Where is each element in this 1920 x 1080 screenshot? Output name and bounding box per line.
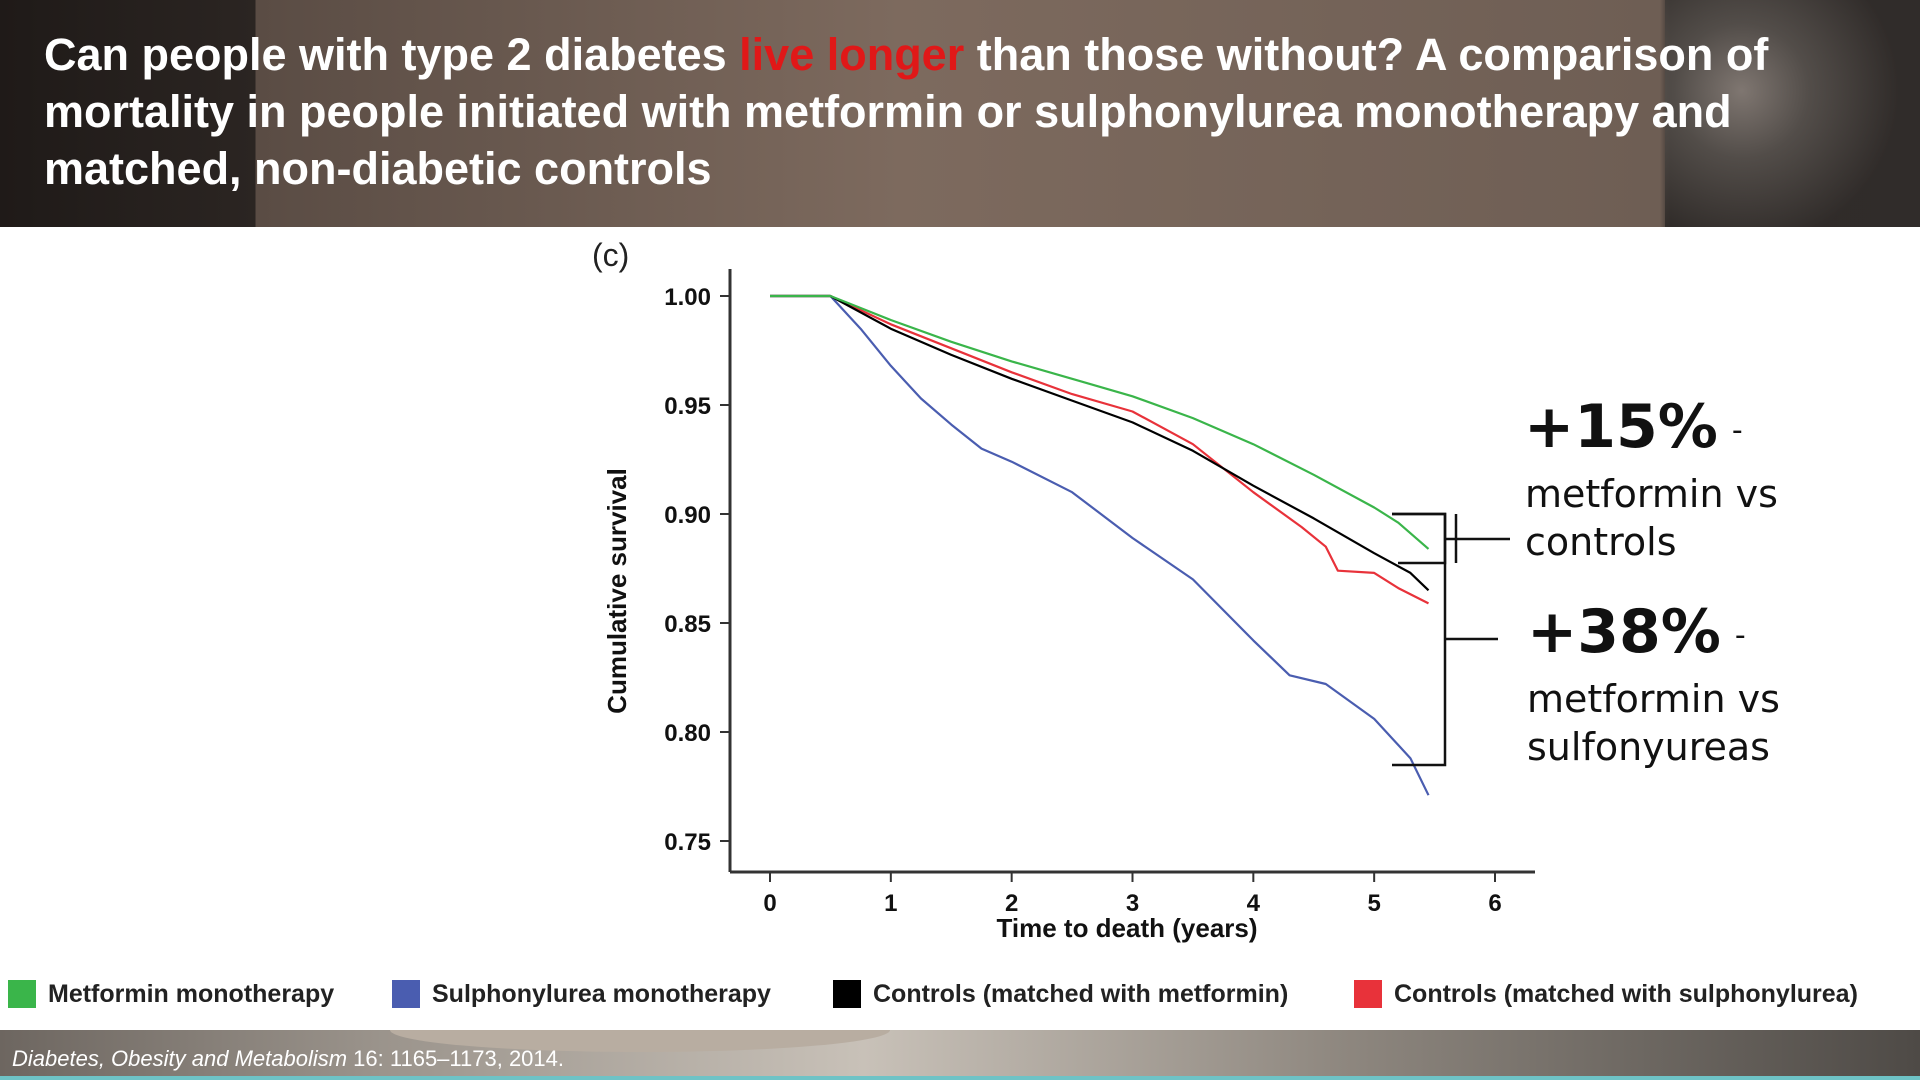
survival-chart: 0.75 0.80 0.85 0.90 0.95 1.00 0 1 2 3 4 5 6 (c) Time… xyxy=(592,237,1535,943)
y-axis-label: Cumulative survival xyxy=(602,468,632,714)
bracket-metformin-vs-sulfonylureas xyxy=(1392,512,1498,767)
slide-title: Can people with type 2 diabetes live lon… xyxy=(44,26,1844,197)
annotation-38-line2: sulfonyureas xyxy=(1527,725,1770,769)
y-tick-label: 0.75 xyxy=(664,829,711,856)
legend-swatch-metformin xyxy=(8,980,36,1008)
legend-swatch-sulphonylurea xyxy=(392,980,420,1008)
citation-journal: Diabetes, Obesity and Metabolism xyxy=(12,1046,348,1071)
annotation-38-value: +38% xyxy=(1527,597,1721,667)
legend-item-controls-metformin: Controls (matched with metformin) xyxy=(833,977,1288,1011)
citation-ref: 16: 1165–1173, 2014. xyxy=(347,1046,565,1071)
x-tick-label: 1 xyxy=(884,890,897,917)
legend-item-controls-sulphonylurea: Controls (matched with sulphonylurea) xyxy=(1354,977,1858,1011)
title-part1: Can people with type 2 diabetes xyxy=(44,29,740,80)
annotation-38-percent: +38% - xyxy=(1527,597,1746,667)
title-banner: Can people with type 2 diabetes live lon… xyxy=(0,0,1920,227)
annotation-15-line2: controls xyxy=(1525,520,1677,564)
series-line-metformin-monotherapy xyxy=(770,294,1430,550)
y-tick-label: 0.85 xyxy=(664,611,711,638)
footer-strip xyxy=(0,1030,1920,1080)
legend-label-controls-sulphonylurea: Controls (matched with sulphonylurea) xyxy=(1394,979,1858,1008)
legend-label-metformin: Metformin monotherapy xyxy=(48,979,335,1008)
annotation-38-dash: - xyxy=(1734,617,1746,653)
legend-swatch-controls-sulphonylurea xyxy=(1354,980,1382,1008)
annotation-38-line1: metformin vs xyxy=(1527,677,1780,721)
series-line-sulphonylurea-monotherapy xyxy=(770,294,1430,796)
panel-label: (c) xyxy=(592,237,629,273)
y-tick-label: 1.00 xyxy=(664,284,711,311)
legend-item-metformin: Metformin monotherapy xyxy=(8,977,334,1011)
annotation-15-line1: metformin vs xyxy=(1525,472,1778,516)
y-tick-label: 0.95 xyxy=(664,393,711,420)
title-part2: than those without? A comparison of mort… xyxy=(44,29,1769,194)
y-tick-label: 0.80 xyxy=(664,720,711,747)
citation: Diabetes, Obesity and Metabolism 16: 116… xyxy=(12,1046,564,1072)
legend-label-controls-metformin: Controls (matched with metformin) xyxy=(873,979,1289,1008)
plot-area: 0.75 0.80 0.85 0.90 0.95 1.00 0 1 2 3 4 5 6 xyxy=(664,269,1535,917)
x-tick-label: 4 xyxy=(1247,890,1261,917)
x-tick-label: 6 xyxy=(1488,890,1501,917)
series-line-controls-matched-with-sulphonylurea xyxy=(770,294,1429,605)
legend-swatch-controls-metformin xyxy=(833,980,861,1008)
annotation-15-percent: +15% - xyxy=(1524,392,1743,462)
series-line-controls-matched-with-metformin xyxy=(770,294,1430,592)
x-tick-label: 3 xyxy=(1126,890,1139,917)
x-tick-label: 5 xyxy=(1367,890,1380,917)
y-tick-label: 0.90 xyxy=(664,502,711,529)
banner-texture xyxy=(1665,0,1920,227)
bracket-metformin-vs-controls xyxy=(1392,512,1510,565)
annotation-15-text: metformin vs controls xyxy=(1525,470,1778,566)
title-highlight: live longer xyxy=(739,29,965,80)
x-tick-label: 2 xyxy=(1005,890,1018,917)
annotation-38-text: metformin vs sulfonyureas xyxy=(1527,675,1780,771)
annotation-15-dash: - xyxy=(1731,412,1743,448)
annotation-15-value: +15% xyxy=(1524,392,1718,462)
legend-item-sulphonylurea: Sulphonylurea monotherapy xyxy=(392,977,771,1011)
x-axis-label: Time to death (years) xyxy=(996,913,1257,943)
footer-decoration xyxy=(390,1030,890,1052)
legend-label-sulphonylurea: Sulphonylurea monotherapy xyxy=(432,979,771,1008)
footer-accent-line xyxy=(0,1076,1920,1080)
chart-legend: Metformin monotherapy Sulphonylurea mono… xyxy=(0,977,1920,1011)
x-tick-label: 0 xyxy=(763,890,776,917)
